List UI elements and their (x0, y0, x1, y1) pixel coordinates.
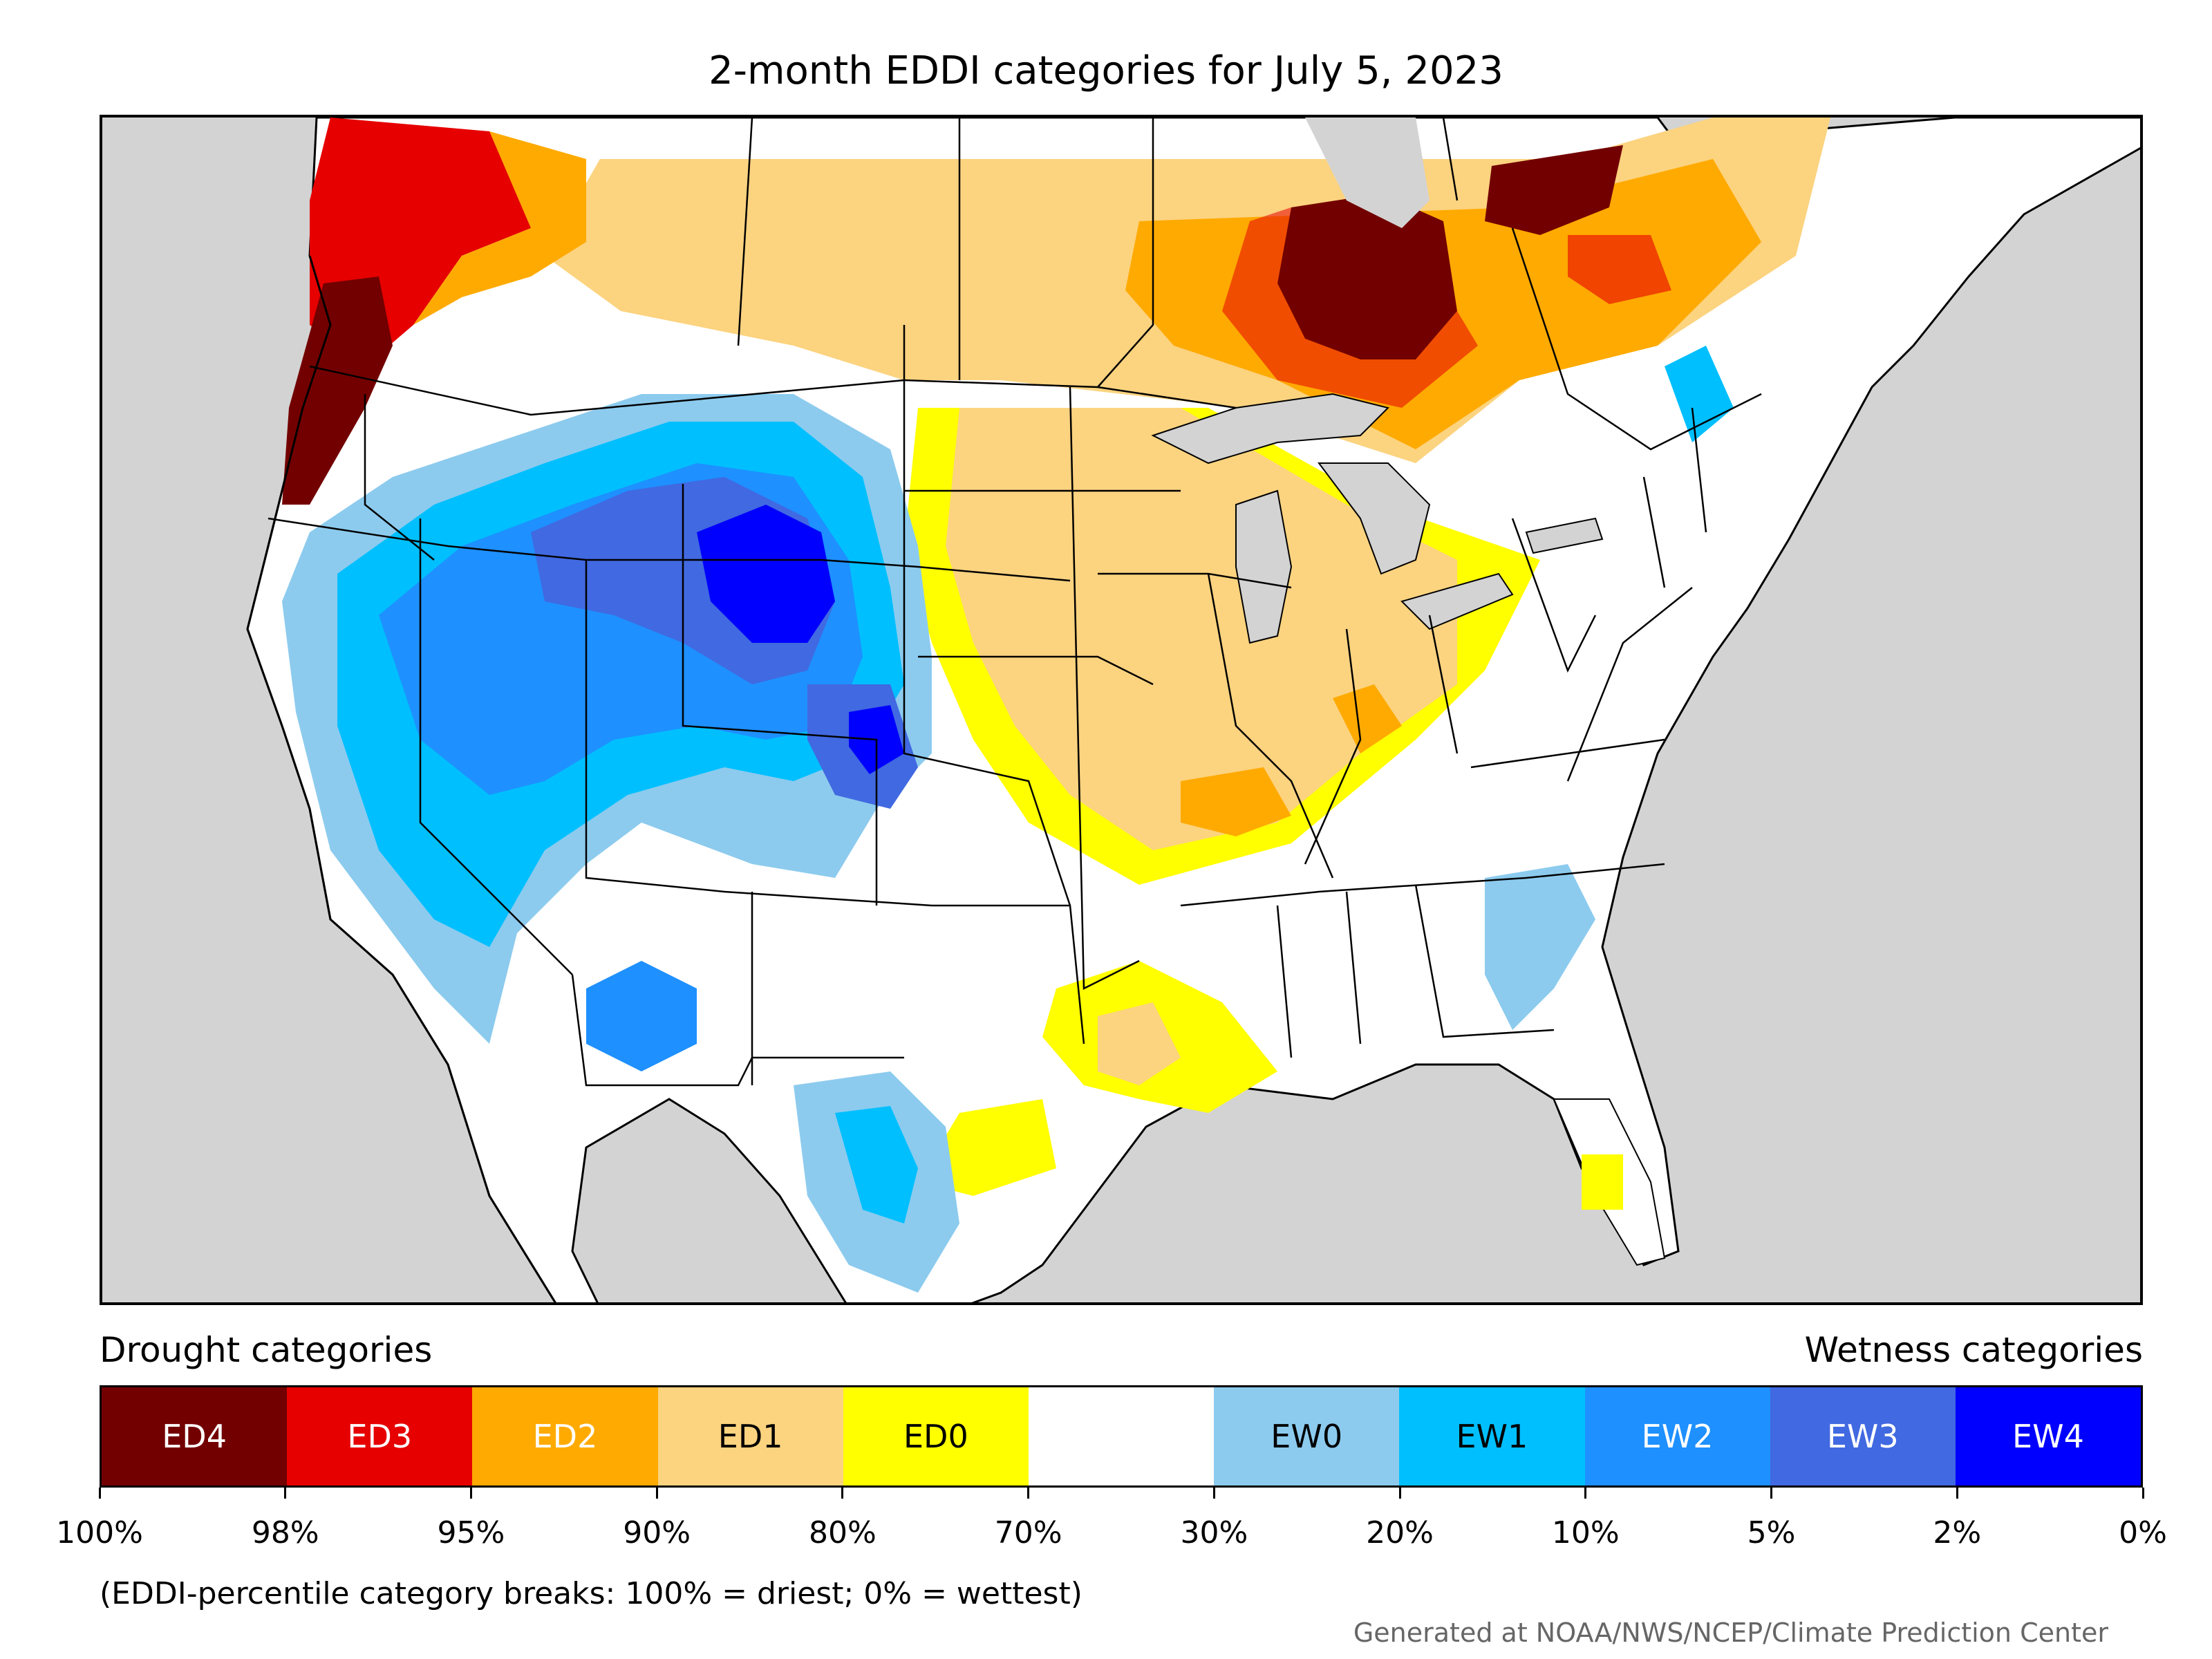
lake-superior (1151, 393, 1389, 465)
lake-huron (1318, 462, 1431, 575)
colorbar-tick (1770, 1488, 1773, 1499)
colorbar-cell-ew0: EW0 (1214, 1387, 1400, 1485)
colorbar-tick (1956, 1488, 1958, 1499)
map-title: 2-month EDDI categories for July 5, 2023 (709, 48, 1503, 93)
colorbar-cell-ew3: EW3 (1770, 1387, 1956, 1485)
colorbar-cell-ew2: EW2 (1584, 1387, 1770, 1485)
colorbar-tick (2141, 1488, 2144, 1499)
region-wyoming-ew4 (697, 505, 835, 643)
colorbar-tick (469, 1488, 472, 1499)
colorbar-tick-label: 80% (809, 1515, 877, 1550)
colorbar-tick-label: 5% (1747, 1515, 1796, 1550)
coastline (246, 255, 556, 1302)
colorbar-tick (1027, 1488, 1030, 1499)
region-southeast-ew0 (1485, 864, 1595, 1030)
colorbar-cell-ew1: EW1 (1399, 1387, 1585, 1485)
region-northeast-ew1 (1665, 346, 1734, 442)
region-quebec-ed3 (1568, 235, 1671, 304)
colorbar-tick-label: 70% (994, 1515, 1062, 1550)
region-midwest-ed2-b (1333, 684, 1402, 753)
region-ontario-ed3 (1222, 207, 1478, 408)
colorbar-tick (98, 1488, 101, 1499)
region-quebec-ed4 (1485, 145, 1623, 235)
florida-ed0-patch (1582, 1154, 1623, 1210)
lake-michigan (1235, 489, 1293, 644)
category-colorbar: ED4 ED3 ED2 ED1 ED0 EW0 EW1 EW2 EW3 EW4 (100, 1385, 2143, 1488)
credit-text: Generated at NOAA/NWS/NCEP/Climate Predi… (1353, 1618, 2108, 1648)
colorbar-tick (1398, 1488, 1401, 1499)
colorbar-tick-label: 0% (2119, 1515, 2167, 1550)
colorbar-cell-ed3: ED3 (287, 1387, 473, 1485)
region-pnw-ed2 (413, 131, 586, 325)
colorbar-tick (841, 1488, 844, 1499)
hudson-bay-water (1305, 118, 1430, 228)
state-boundaries (268, 118, 1762, 1087)
colorbar-tick (655, 1488, 658, 1499)
colorbar-tick-label: 90% (623, 1515, 691, 1550)
eddi-map (246, 118, 2140, 1302)
colorbar-cell-ed1: ED1 (657, 1387, 843, 1485)
region-ontario-ed4 (1277, 194, 1457, 359)
colorbar-tick (1212, 1488, 1215, 1499)
region-pnw-ed4 (282, 276, 393, 505)
colorbar-cell-ed2: ED2 (472, 1387, 658, 1485)
drought-categories-heading: Drought categories (100, 1330, 433, 1370)
region-arizona-ew2 (586, 961, 697, 1071)
colorbar-tick-label: 95% (437, 1515, 505, 1550)
colorbar-cell-normal (1028, 1387, 1215, 1485)
colorbar-tick-label: 2% (1933, 1515, 1982, 1550)
colorbar-tick-label: 30% (1180, 1515, 1248, 1550)
lake-ontario (1525, 517, 1604, 554)
colorbar-tick-label: 10% (1551, 1515, 1620, 1550)
colorbar-cell-ed4: ED4 (102, 1387, 288, 1485)
category-breaks-note: (EDDI-percentile category breaks: 100% =… (100, 1576, 1082, 1611)
colorbar-cell-ew4: EW4 (1955, 1387, 2141, 1485)
colorbar-cell-ed0: ED0 (843, 1387, 1029, 1485)
region-midwest-ed2-a (1181, 767, 1291, 836)
colorbar-tick-label: 98% (251, 1515, 319, 1550)
colorbar-tick (1584, 1488, 1587, 1499)
colorbar-tick (284, 1488, 287, 1499)
wetness-categories-heading: Wetness categories (1804, 1330, 2143, 1370)
region-texas-ed0 (918, 1099, 1056, 1196)
region-gulf-ed1 (1098, 1002, 1181, 1085)
colorbar-tick-label: 20% (1366, 1515, 1434, 1550)
map-panel (100, 115, 2143, 1305)
colorbar-tick-label: 100% (56, 1515, 143, 1550)
region-texas-ew1 (835, 1106, 918, 1224)
